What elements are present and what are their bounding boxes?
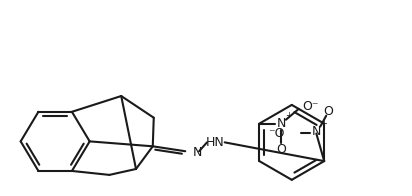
Text: O: O [323, 105, 333, 118]
Text: O⁻: O⁻ [303, 100, 319, 113]
Text: HN: HN [206, 136, 224, 149]
Text: O: O [276, 143, 286, 156]
Text: ⁻O: ⁻O [268, 127, 285, 140]
Text: +: + [286, 111, 293, 120]
Text: N: N [276, 117, 286, 130]
Text: N: N [311, 125, 321, 138]
Text: +: + [320, 119, 327, 128]
Text: N: N [193, 146, 203, 159]
